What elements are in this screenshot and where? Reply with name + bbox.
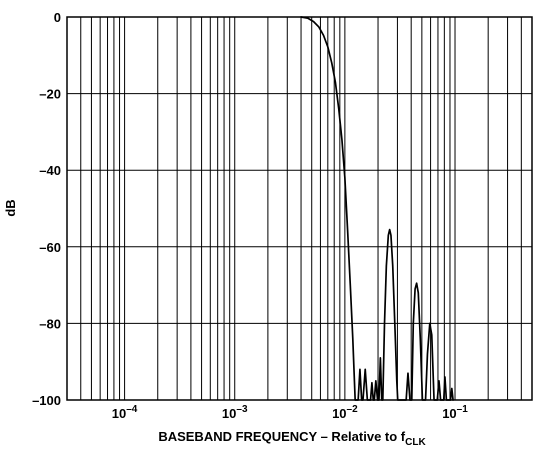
y-tick-label: –20 [39, 87, 61, 102]
x-tick-base: 10 [112, 406, 126, 421]
response-curve-line [300, 16, 454, 401]
plot-frame [66, 16, 533, 401]
series-layer [300, 16, 454, 401]
y-axis-title: dB [3, 199, 18, 216]
y-tick-label: –60 [39, 240, 61, 255]
x-tick-base: 10 [332, 406, 346, 421]
x-tick-exponent: –1 [457, 404, 469, 415]
y-tick-label: –80 [39, 316, 61, 331]
x-tick-label: 10–3 [222, 404, 248, 421]
x-tick-label: 10–4 [112, 404, 138, 421]
x-tick-exponent: –2 [347, 404, 359, 415]
x-axis-title: BASEBAND FREQUENCY – Relative to fCLK [158, 429, 426, 448]
y-tick-label: –40 [39, 163, 61, 178]
x-tick-exponent: –3 [236, 404, 248, 415]
x-axis-title-subscript: CLK [405, 437, 426, 448]
x-axis-title-main: BASEBAND FREQUENCY – Relative to f [158, 429, 405, 444]
plot-border [66, 16, 533, 401]
y-tick-label: 0 [54, 10, 61, 25]
x-tick-exponent: –4 [126, 404, 138, 415]
x-tick-label: 10–1 [442, 404, 468, 421]
x-tick-base: 10 [442, 406, 456, 421]
grid-lines [66, 16, 533, 401]
x-tick-labels: 10–4 10–3 10–2 10–1 [112, 404, 468, 421]
x-tick-base: 10 [222, 406, 236, 421]
y-tick-label: –100 [32, 393, 61, 408]
x-tick-label: 10–2 [332, 404, 358, 421]
y-tick-labels: 0 –20 –40 –60 –80 –100 [32, 10, 61, 408]
